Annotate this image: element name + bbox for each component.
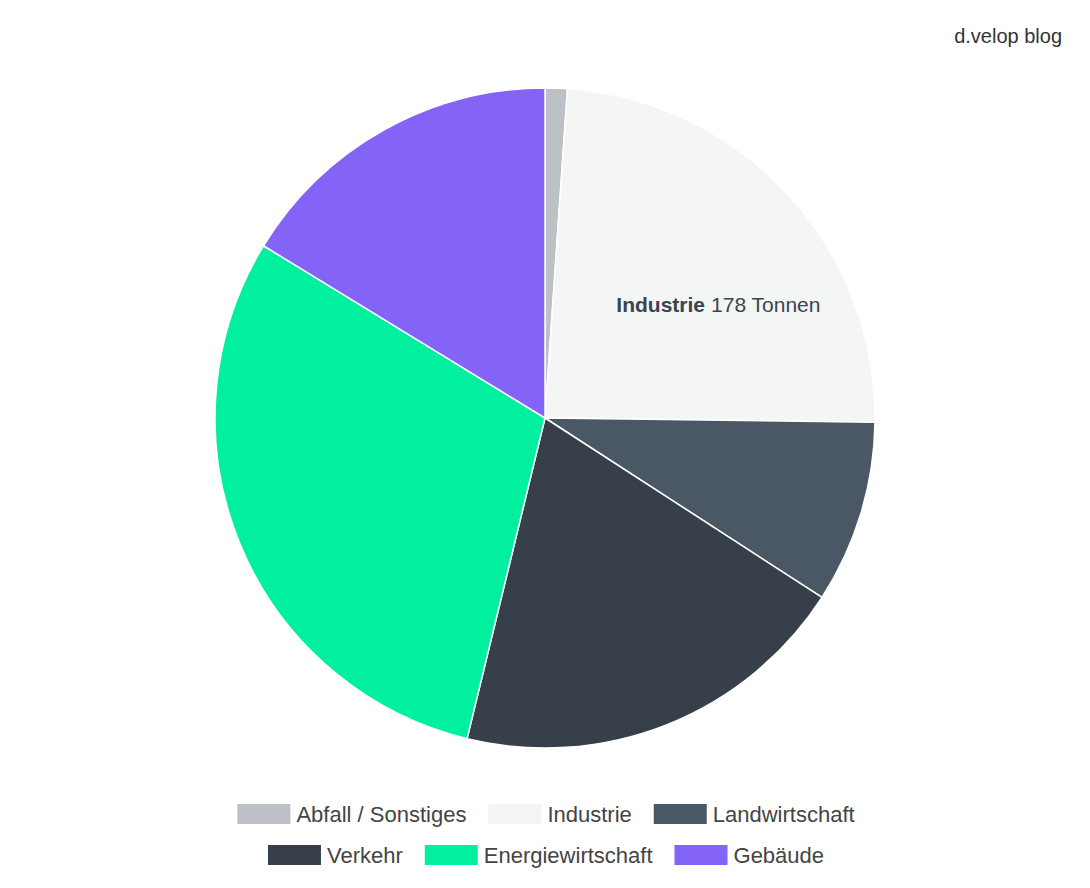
svg-text:Landwirtschaft: Landwirtschaft bbox=[713, 802, 855, 827]
svg-text:Industrie: Industrie bbox=[547, 802, 631, 827]
svg-text:Verkehr: Verkehr bbox=[327, 843, 403, 868]
svg-text:Gebäude: Gebäude bbox=[734, 843, 825, 868]
svg-text:d.velop blog: d.velop blog bbox=[954, 25, 1062, 47]
svg-text:Abfall / Sonstiges: Abfall / Sonstiges bbox=[296, 802, 466, 827]
svg-text:Energiewirtschaft: Energiewirtschaft bbox=[484, 843, 653, 868]
svg-text:178 Tonnen: 178 Tonnen bbox=[705, 293, 820, 316]
svg-text:Industrie: Industrie bbox=[616, 293, 705, 316]
